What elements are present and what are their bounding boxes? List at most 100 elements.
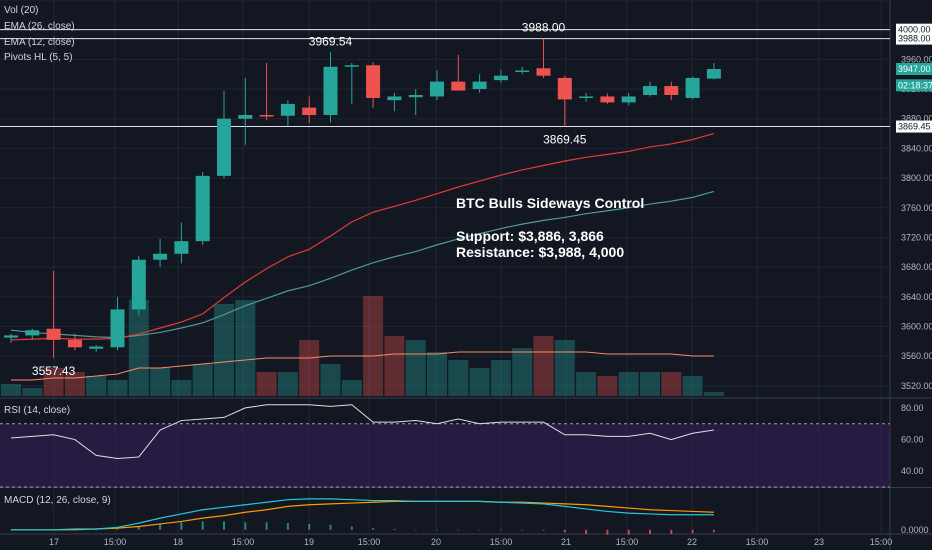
- candle: [387, 92, 402, 112]
- volume-bar: [320, 364, 341, 396]
- volume-bar: [384, 336, 405, 396]
- candle: [280, 100, 295, 127]
- pivot-labels: 3969.54 3988.00 3869.45 3557.43: [32, 21, 587, 379]
- candle-body: [238, 115, 253, 119]
- candle-body: [451, 81, 466, 91]
- candle-body: [664, 86, 679, 95]
- candle-body: [387, 96, 402, 101]
- macd-histogram-bar: [180, 522, 183, 530]
- time-tick-label: 15:00: [104, 537, 127, 547]
- rsi-tick-label: 80.00: [901, 403, 924, 413]
- macd-histogram-bar: [521, 529, 524, 531]
- macd-legend[interactable]: MACD (12, 26, close, 9): [4, 495, 111, 506]
- time-tick-label: 22: [687, 537, 697, 547]
- candle-body: [67, 339, 82, 348]
- volume-bar: [448, 360, 469, 396]
- candle: [67, 333, 82, 351]
- candle: [344, 63, 359, 104]
- volume-bar: [171, 380, 192, 396]
- price-badge-text: 3869.45: [898, 122, 931, 132]
- candle: [25, 328, 40, 340]
- macd-histogram-bar: [542, 529, 545, 531]
- candle: [706, 63, 721, 80]
- price-badge-bg: [896, 63, 932, 76]
- pivots-legend[interactable]: Pivots HL (5, 5): [4, 52, 73, 63]
- rsi-tick-label: 40.00: [901, 466, 924, 476]
- candle-body: [430, 81, 444, 97]
- annotation-resistance: Resistance: $3,988, 4,000: [456, 244, 625, 260]
- candle-body: [472, 81, 487, 90]
- candle: [621, 92, 636, 106]
- price-tick-label: 3760.00: [901, 203, 932, 213]
- candle: [174, 222, 189, 264]
- time-tick-label: 20: [431, 537, 441, 547]
- macd-histogram-bar: [159, 523, 162, 530]
- pivot-label: 3869.45: [543, 133, 587, 147]
- macd-histogram-bar: [691, 529, 694, 534]
- volume-bar: [235, 300, 256, 396]
- volume-bar: [128, 300, 149, 396]
- candle: [643, 81, 657, 97]
- candle-body: [515, 70, 530, 72]
- price-tick-label: 3840.00: [901, 143, 932, 153]
- rsi-legend[interactable]: RSI (14, close): [4, 405, 71, 416]
- price-badge-bg: [896, 79, 932, 92]
- time-tick-label: 17: [49, 537, 59, 547]
- volume-bar: [576, 372, 597, 396]
- time-tick-label: 18: [173, 537, 183, 547]
- candle: [685, 76, 700, 100]
- annotation-title: BTC Bulls Sideways Control: [456, 195, 645, 211]
- price-badge: 3947.00: [896, 63, 932, 76]
- candle: [323, 52, 338, 123]
- macd-histogram-bar: [350, 526, 353, 530]
- candle: [131, 256, 146, 316]
- macd-histogram-bar: [670, 529, 673, 534]
- volume-ma-line: [11, 351, 714, 381]
- time-tick-label: 19: [304, 537, 314, 547]
- ema26-legend[interactable]: EMA (26, close): [4, 21, 75, 32]
- candle-body: [557, 77, 572, 100]
- ema12-legend[interactable]: EMA (12, close): [4, 37, 75, 48]
- volume-bar: [618, 372, 639, 396]
- volume-bar: [405, 340, 426, 396]
- volume-bar: [22, 388, 43, 396]
- volume-bar: [363, 296, 384, 396]
- macd-histogram-bar: [137, 526, 140, 530]
- candle-body: [408, 94, 423, 98]
- candle-body: [46, 328, 61, 340]
- volume-bar: [277, 372, 298, 396]
- price-badge-text: 3947.00: [898, 64, 931, 74]
- price-tick-label: 3960.00: [901, 54, 932, 64]
- price-tick-label: 3880.00: [901, 114, 932, 124]
- candle-body: [110, 309, 125, 348]
- annotation-support: Support: $3,886, 3,866: [456, 228, 604, 244]
- time-tick-label: 15:00: [870, 537, 893, 547]
- price-badge-text: 02:18:37: [898, 80, 932, 90]
- macd-signal-line: [11, 500, 714, 531]
- price-tick-label: 3520.00: [901, 381, 932, 391]
- candle-body: [195, 175, 210, 242]
- candle: [259, 63, 274, 121]
- candle-body: [131, 259, 146, 310]
- candle-body: [685, 77, 700, 98]
- candle-body: [174, 241, 189, 254]
- candle: [451, 54, 466, 91]
- vol-legend[interactable]: Vol (20): [4, 5, 39, 16]
- candles[interactable]: [4, 38, 721, 359]
- price-tick-label: 3720.00: [901, 232, 932, 242]
- candle: [493, 69, 508, 84]
- rsi-pane[interactable]: [0, 404, 890, 488]
- volume-bar: [554, 340, 575, 396]
- volume-bar: [86, 376, 107, 396]
- price-tick-label: 3640.00: [901, 292, 932, 302]
- volume-bar: [341, 380, 362, 396]
- macd-pane[interactable]: [10, 498, 715, 535]
- candle-body: [366, 65, 381, 98]
- macd-histogram-bar: [265, 522, 268, 530]
- candle-body: [621, 96, 636, 103]
- pivot-label: 3988.00: [522, 21, 566, 35]
- time-tick-label: 21: [561, 537, 571, 547]
- macd-histogram-bar: [116, 528, 119, 530]
